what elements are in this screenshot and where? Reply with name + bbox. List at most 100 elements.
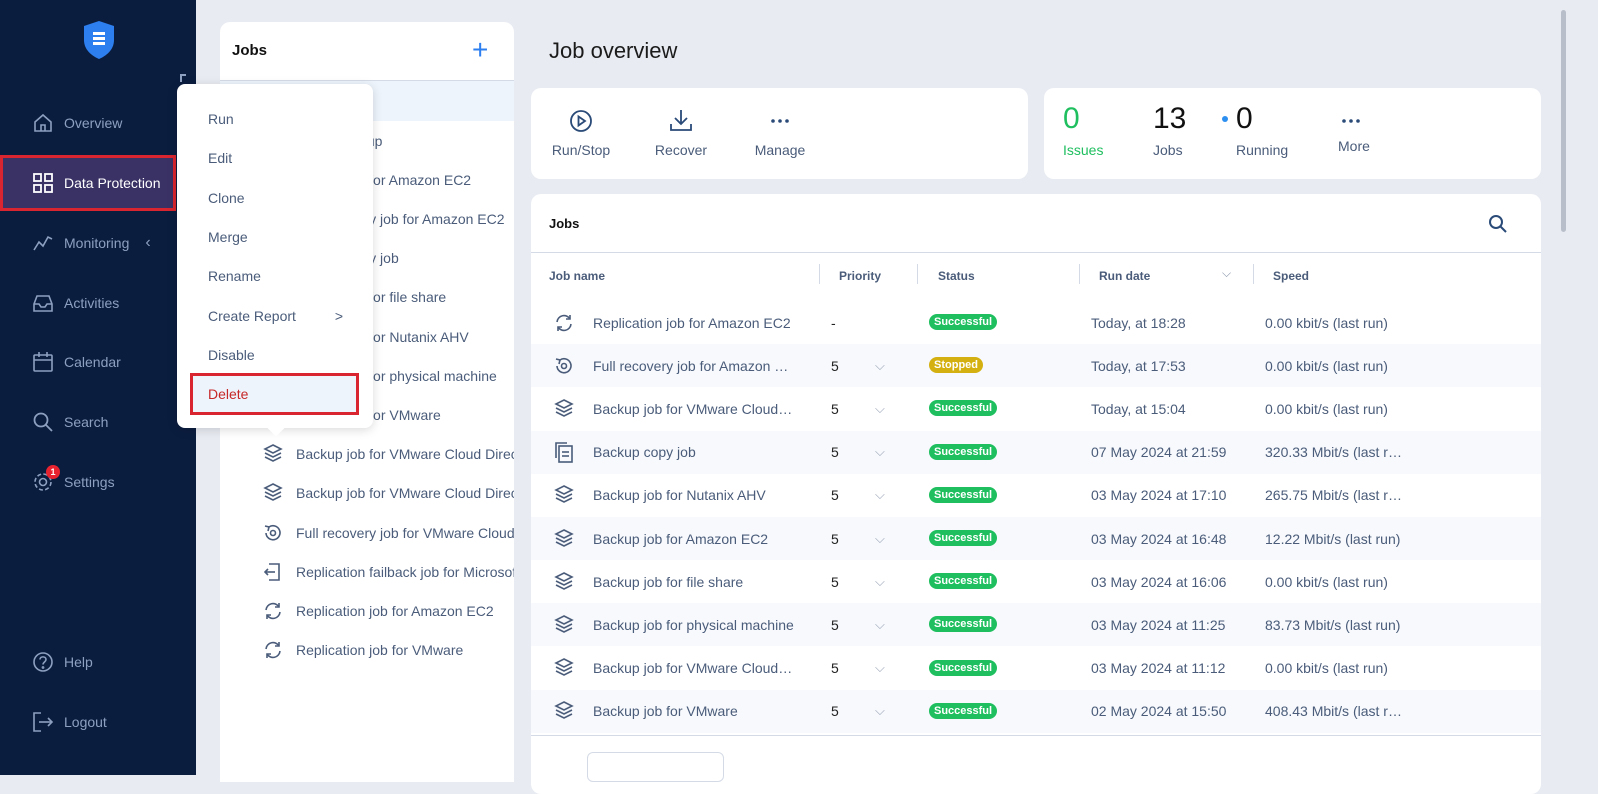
table-row[interactable]: Full recovery job for Amazon … 5 ⌵ Stopp…	[531, 344, 1541, 388]
job-name[interactable]: Backup job for VMware	[593, 703, 738, 720]
priority: 5	[831, 530, 839, 547]
inbox-icon	[33, 295, 53, 312]
table-row[interactable]: Backup job for VMware Cloud… 5 ⌵ Success…	[531, 647, 1541, 690]
priority-dropdown-chevron-icon[interactable]: ⌵	[875, 357, 885, 373]
backup-icon	[554, 701, 574, 720]
column-header-job-name[interactable]: Job name	[549, 269, 606, 283]
priority-dropdown-chevron-icon[interactable]: ⌵	[875, 573, 885, 589]
speed: 0.00 kbit/s (last run)	[1265, 357, 1388, 374]
column-header-status[interactable]: Status	[938, 269, 975, 283]
speed: 12.22 Mbit/s (last run)	[1265, 530, 1401, 547]
recovery-icon	[264, 524, 281, 541]
actions-card: Run/Stop Recover Manage	[531, 88, 1028, 179]
help-icon	[33, 652, 53, 672]
more-icon	[1342, 119, 1360, 123]
failback-icon	[263, 562, 280, 581]
priority-dropdown-chevron-icon[interactable]: ⌵	[875, 444, 885, 460]
job-list-item[interactable]: Replication job for VMware	[262, 631, 463, 670]
menu-item-create-report[interactable]: Create Report >	[208, 308, 343, 324]
sidebar-item-data-protection[interactable]: Data Protection	[0, 155, 176, 211]
column-header-priority[interactable]: Priority	[839, 269, 882, 283]
scrollbar-thumb[interactable]	[1561, 10, 1566, 232]
sort-chevron-down-icon[interactable]: ⌵	[1222, 266, 1232, 280]
sidebar-item-label: Monitoring	[64, 235, 130, 251]
job-list-item[interactable]: Replication job for Amazon EC2	[262, 591, 494, 630]
stat-jobs[interactable]: 13 Jobs	[1153, 102, 1186, 158]
job-name[interactable]: Backup copy job	[593, 444, 696, 461]
speed: 0.00 kbit/s (last run)	[1265, 573, 1388, 590]
table-row[interactable]: Backup job for VMware Cloud… 5 ⌵ Success…	[531, 387, 1541, 430]
job-list-item[interactable]: Backup job for VMware Cloud Director	[262, 435, 514, 474]
menu-item-label: Merge	[208, 228, 248, 245]
stat-running[interactable]: 0 Running	[1222, 102, 1288, 158]
speed: 265.75 Mbit/s (last r…	[1265, 487, 1402, 504]
sidebar-item-monitoring[interactable]: Monitoring ‹	[0, 217, 196, 269]
run-date: Today, at 17:53	[1091, 357, 1186, 374]
menu-item-merge[interactable]: Merge	[208, 229, 343, 245]
stat-value: 13	[1153, 102, 1187, 135]
priority-dropdown-chevron-icon[interactable]: ⌵	[875, 703, 885, 719]
job-name[interactable]: Replication job for Amazon EC2	[593, 314, 791, 331]
column-header-run-date[interactable]: Run date	[1099, 269, 1151, 283]
job-name[interactable]: Backup job for VMware Cloud…	[593, 660, 793, 677]
run-stop-button[interactable]: Run/Stop	[551, 108, 611, 158]
speed: 0.00 kbit/s (last run)	[1265, 660, 1388, 677]
pagination-control[interactable]	[587, 752, 724, 782]
sidebar-item-overview[interactable]: Overview	[0, 97, 196, 149]
job-list-item-label: Backup job for VMware Cloud Director	[296, 446, 514, 463]
menu-item-delete[interactable]: Delete	[190, 373, 359, 415]
priority: 5	[831, 703, 839, 720]
sidebar-item-calendar[interactable]: Calendar	[0, 336, 196, 388]
job-name[interactable]: Full recovery job for Amazon …	[593, 357, 789, 374]
collapse-sidebar-icon[interactable]	[180, 74, 186, 82]
table-row[interactable]: Backup job for VMware 5 ⌵ Successful 02 …	[531, 689, 1541, 733]
menu-item-clone[interactable]: Clone	[208, 190, 343, 206]
add-job-button[interactable]: +	[472, 34, 489, 65]
menu-item-disable[interactable]: Disable	[208, 347, 343, 363]
table-row[interactable]: Backup job for Amazon EC2 5 ⌵ Successful…	[531, 517, 1541, 560]
menu-item-run[interactable]: Run	[208, 111, 343, 127]
menu-item-edit[interactable]: Edit	[208, 150, 343, 166]
menu-item-rename[interactable]: Rename	[208, 268, 343, 284]
priority-dropdown-chevron-icon[interactable]: ⌵	[875, 616, 885, 632]
recover-button[interactable]: Recover	[651, 108, 711, 158]
job-name[interactable]: Backup job for Nutanix AHV	[593, 487, 766, 504]
table-search-icon[interactable]	[1488, 214, 1508, 234]
job-list-item[interactable]: Full recovery job for VMware Cloud Direc…	[262, 513, 514, 552]
job-name[interactable]: Backup job for file share	[593, 573, 744, 590]
table-row[interactable]: Backup job for Nutanix AHV 5 ⌵ Successfu…	[531, 474, 1541, 517]
column-header-speed[interactable]: Speed	[1273, 269, 1310, 283]
job-list-item[interactable]: Replication failback job for Microsoft H…	[262, 552, 514, 591]
manage-button[interactable]: Manage	[750, 108, 810, 158]
priority-dropdown-chevron-icon[interactable]: ⌵	[875, 530, 885, 546]
chevron-left-icon[interactable]: ‹	[145, 234, 151, 251]
job-list-item[interactable]: Backup job for VMware Cloud Director	[262, 474, 514, 513]
job-name[interactable]: Backup job for VMware Cloud…	[593, 400, 793, 417]
stat-issues[interactable]: 0 Issues	[1063, 102, 1103, 158]
status-badge: Successful	[929, 659, 998, 676]
sidebar-item-settings[interactable]: 1 Settings	[0, 456, 196, 508]
sidebar-item-help[interactable]: Help	[0, 636, 196, 688]
priority-dropdown-chevron-icon[interactable]: ⌵	[875, 400, 885, 416]
run-date: 03 May 2024 at 11:25	[1091, 616, 1226, 633]
priority-dropdown-chevron-icon[interactable]: ⌵	[875, 660, 885, 676]
sidebar-item-search[interactable]: Search	[0, 396, 196, 448]
table-row[interactable]: Backup copy job 5 ⌵ Successful 07 May 20…	[531, 430, 1541, 474]
job-name[interactable]: Backup job for Amazon EC2	[593, 530, 769, 547]
sidebar-item-activities[interactable]: Activities	[0, 277, 196, 329]
status-badge: Successful	[929, 486, 998, 503]
stat-more[interactable]: More	[1338, 102, 1370, 154]
priority-dropdown-chevron-icon[interactable]: ⌵	[875, 487, 885, 503]
backup-icon	[263, 483, 283, 502]
job-list-item-label: Backup job for VMware Cloud Director	[296, 485, 514, 502]
page-title: Job overview	[549, 38, 678, 63]
sidebar-item-logout[interactable]: Logout	[0, 696, 196, 748]
replication-icon	[265, 641, 281, 659]
sidebar-item-label: Help	[64, 654, 93, 670]
job-name[interactable]: Backup job for physical machine	[593, 616, 794, 633]
table-row[interactable]: Backup job for physical machine 5 ⌵ Succ…	[531, 603, 1541, 647]
stat-value: 0	[1236, 102, 1253, 135]
speed: 0.00 kbit/s (last run)	[1265, 314, 1388, 331]
table-row[interactable]: Replication job for Amazon EC2 - Success…	[531, 301, 1541, 344]
table-row[interactable]: Backup job for file share 5 ⌵ Successful…	[531, 560, 1541, 603]
